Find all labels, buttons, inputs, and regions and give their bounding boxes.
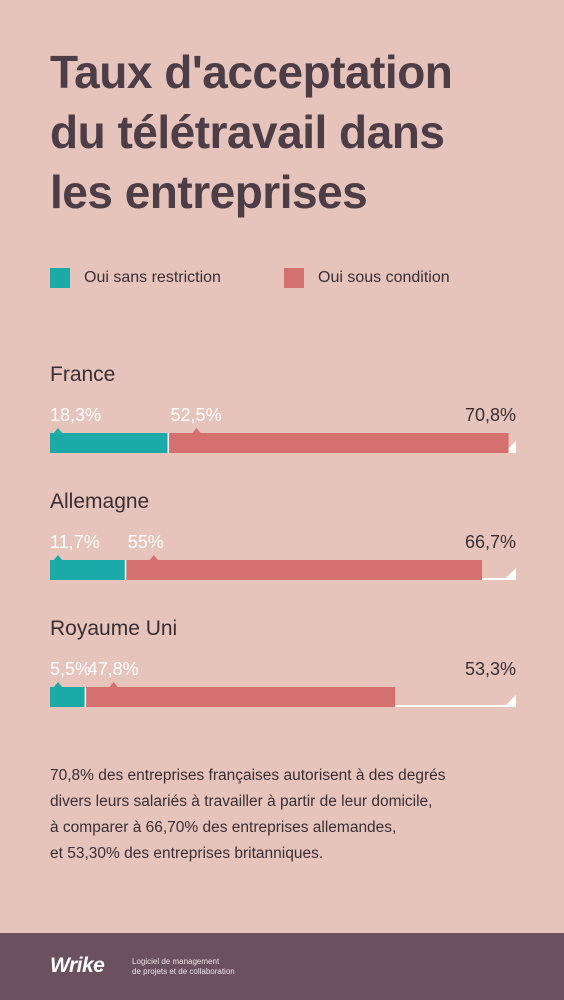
- label-pointer: [148, 555, 159, 561]
- total-label: 66,7%: [465, 532, 516, 552]
- value-label: 52,5%: [171, 405, 222, 425]
- label-pointer: [191, 428, 202, 434]
- value-label: 11,7%: [50, 532, 100, 552]
- description-line: 70,8% des entreprises françaises autoris…: [50, 767, 446, 784]
- legend-item-sans-restriction: Oui sans restriction: [50, 268, 221, 288]
- label-pointer: [53, 682, 63, 688]
- footer: Wrike Logiciel de management de projets …: [0, 933, 564, 1000]
- label-pointer: [53, 555, 63, 561]
- label-pointer: [108, 682, 119, 688]
- description: 70,8% des entreprises françaises autoris…: [50, 763, 530, 867]
- description-line: divers leurs salariés à travailler à par…: [50, 793, 433, 810]
- country-label-allemagne: Allemagne: [50, 490, 150, 513]
- legend-label: Oui sous condition: [318, 269, 450, 286]
- value-label: 18,3%: [50, 405, 101, 425]
- wrike-logo: Wrike: [50, 954, 105, 977]
- bar-segment: [125, 560, 483, 580]
- tagline: Logiciel de management de projets et de …: [132, 957, 235, 977]
- page-title: Taux d'acceptation du télétravail dans l…: [50, 46, 453, 218]
- track-end-marker: [504, 568, 516, 580]
- label-pointer: [53, 428, 63, 434]
- legend: Oui sans restriction Oui sous condition: [50, 268, 520, 290]
- total-label: 70,8%: [465, 405, 516, 425]
- country-label-france: France: [50, 363, 116, 386]
- total-label: 53,3%: [465, 659, 516, 679]
- value-label: 47,8%: [88, 659, 139, 679]
- legend-item-sous-condition: Oui sous condition: [284, 268, 450, 288]
- stacked-bar-chart: 18,3% 52,5% 70,8% 11,7% 55% 66,7% 5,5%47,8% 53,…: [50, 405, 516, 707]
- bar-segment: [85, 687, 396, 707]
- country-label-royaume-uni: Royaume Uni: [50, 617, 178, 640]
- legend-label: Oui sans restriction: [84, 269, 221, 286]
- value-label: 5,5%: [50, 659, 91, 679]
- segment-divider: [167, 433, 170, 453]
- description-line: à comparer à 66,70% des entreprises alle…: [50, 819, 397, 836]
- bar-segment: [50, 433, 169, 453]
- value-label: 55%: [128, 532, 164, 552]
- tagline-line: Logiciel de management: [132, 957, 220, 966]
- legend-swatch-teal: [50, 268, 70, 288]
- bar-segment: [50, 560, 126, 580]
- tagline-line: de projets et de collaboration: [132, 967, 235, 976]
- track-end-marker: [504, 695, 516, 707]
- segment-divider: [124, 560, 127, 580]
- segment-divider: [84, 687, 87, 707]
- legend-swatch-red: [284, 268, 304, 288]
- description-line: et 53,30% des entreprises britanniques.: [50, 845, 324, 862]
- bar-segment: [168, 433, 509, 453]
- bar-segment: [50, 687, 86, 707]
